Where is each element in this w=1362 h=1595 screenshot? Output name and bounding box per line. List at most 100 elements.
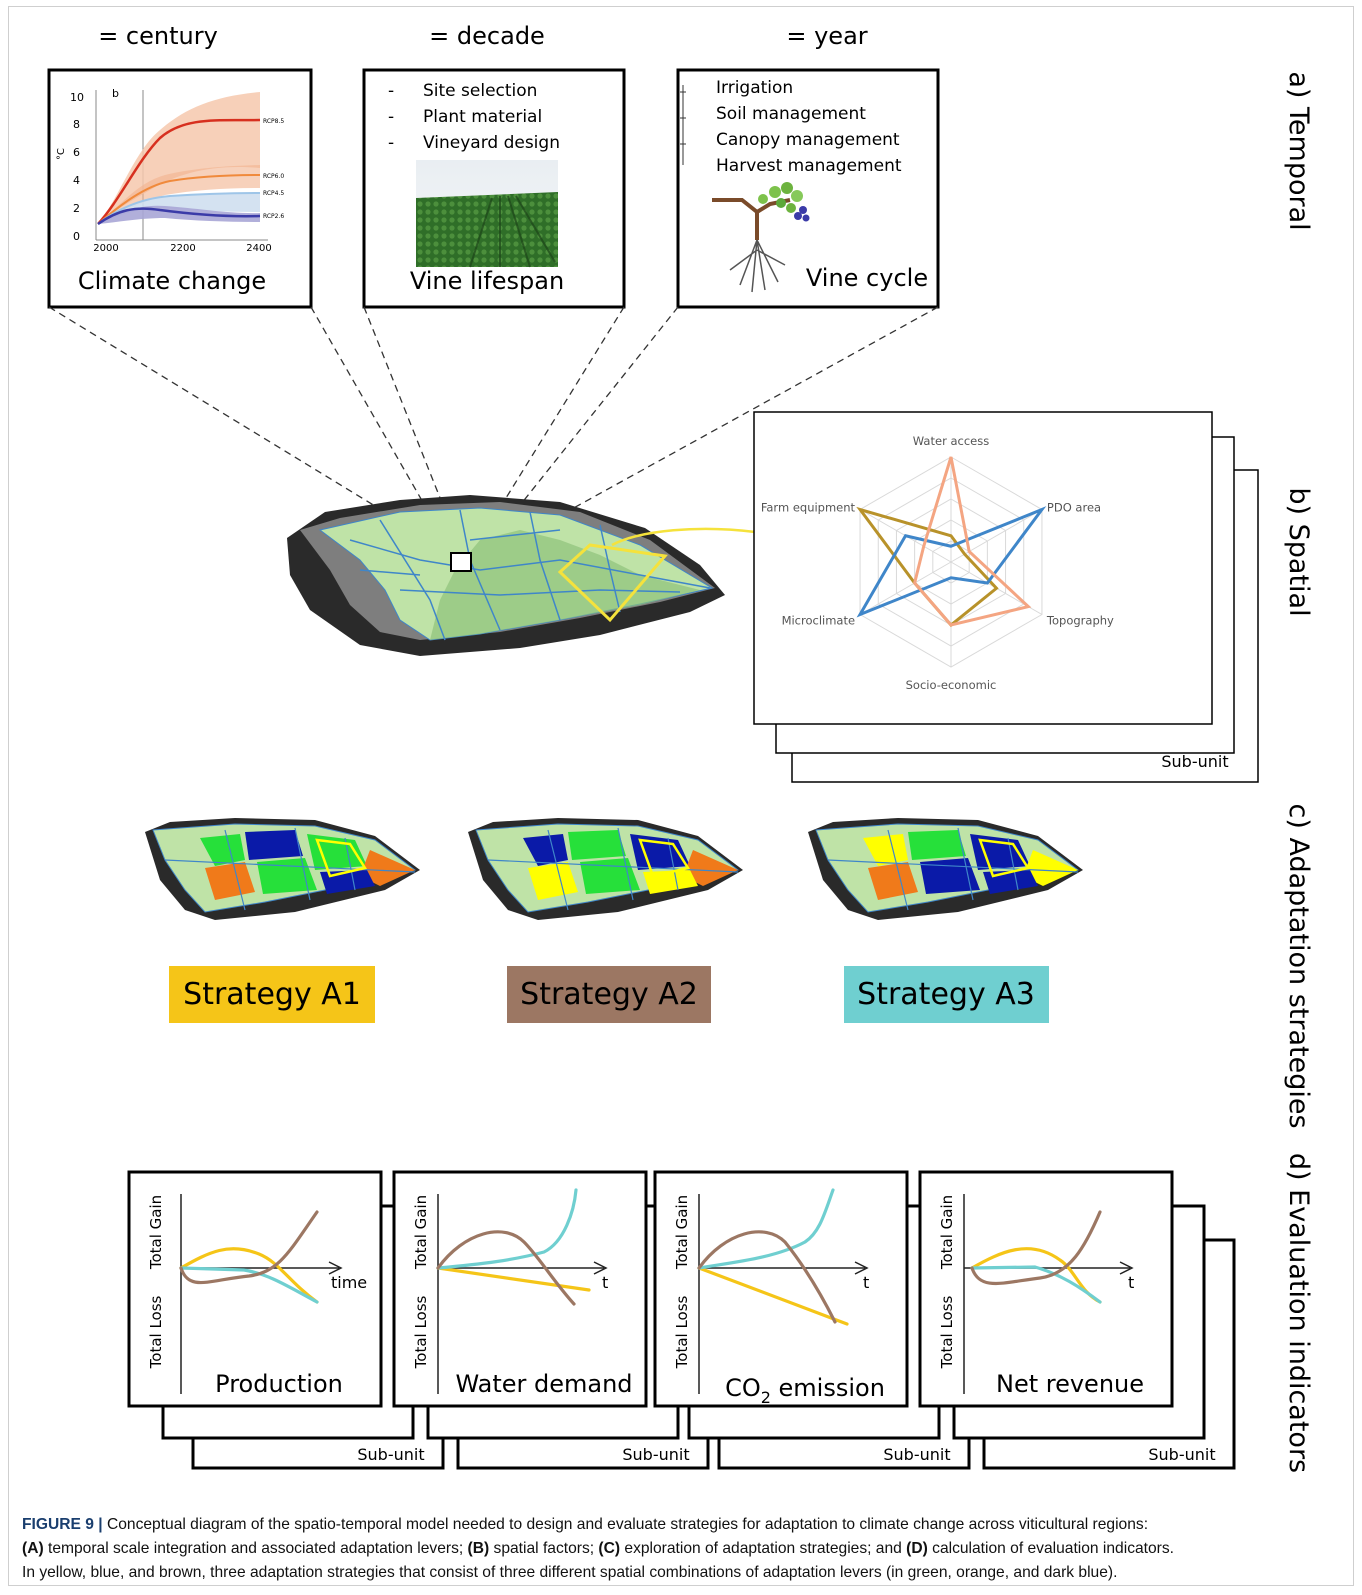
indicator-1-curve-brown — [179, 1210, 319, 1285]
vine-lifespan-title: Vine lifespan — [410, 267, 564, 295]
caption-d: (D) — [906, 1540, 928, 1557]
radar-series-3 — [912, 456, 1032, 627]
radar-axis-pdo-area: PDO area — [1047, 501, 1101, 515]
indicator-panel-2: Sub-unit t Total Gain Total Loss Water deman… — [392, 1170, 710, 1470]
x-tick-2000: 2000 — [93, 243, 118, 254]
scale-century: = century — [98, 22, 218, 50]
radar-axis-topography: Topography — [1046, 614, 1114, 628]
indicator-title-4: Net revenue — [996, 1370, 1144, 1398]
figure-frame — [8, 6, 1354, 1586]
indicator-total-loss-2: Total Loss — [412, 1295, 430, 1369]
lever-canopy-management: Canopy management — [716, 130, 900, 150]
strategy-map-3-zone — [970, 834, 1030, 870]
strategy-map-3-zone — [863, 834, 908, 866]
indicator-3-curve-yellow — [697, 1266, 849, 1326]
indicator-4-curve-yellow — [970, 1247, 1102, 1304]
indicator-sub-unit-4: Sub-unit — [1148, 1445, 1215, 1464]
indicator-panel-3: Sub-unit t Total Gain Total Loss CO2 emissio… — [653, 1170, 971, 1470]
indicator-1-curve-blue — [179, 1266, 319, 1304]
lever-harvest-management: Harvest management — [716, 156, 902, 176]
strategy-map-1-zone — [360, 850, 415, 886]
indicator-panel-4: Sub-unit t Total Gain Total Loss Net revenue — [918, 1170, 1236, 1470]
indicator-panels: Sub-unit time Total Gain Total Loss Producti… — [127, 1170, 1236, 1470]
strategy-map-2-zone — [630, 834, 690, 870]
radar-axis-water-access: Water access — [913, 434, 989, 448]
rcp45-line — [97, 192, 261, 225]
strategy-a2-label: Strategy A2 — [520, 977, 698, 1012]
y-tick-4: 4 — [73, 174, 80, 187]
vine-plant-illustration — [712, 182, 810, 293]
highlighted-subunit — [557, 543, 668, 623]
label-rcp26: RCP2.6 — [263, 213, 284, 220]
strategy-map-1-zone — [200, 834, 245, 866]
indicator-4-curve-brown — [970, 1210, 1102, 1286]
radar-axis-socio-economic: Socio-economic — [906, 678, 997, 692]
strategy-maps — [145, 818, 1083, 920]
indicator-2-curve-yellow — [436, 1266, 591, 1292]
climate-change-title: Climate change — [78, 267, 266, 295]
lever-site-selection: Site selection — [423, 81, 537, 101]
strategy-a1-label: Strategy A1 — [183, 977, 361, 1012]
indicator-sub-unit-2: Sub-unit — [622, 1445, 689, 1464]
radar-spoke — [950, 509, 1043, 563]
strategy-a3-badge: Strategy A3 — [844, 966, 1049, 1023]
indicator-4-curve-blue — [970, 1265, 1102, 1304]
strategy-a3-label: Strategy A3 — [857, 977, 1035, 1012]
strategy-map-2-zone — [683, 850, 738, 886]
indicator-1-curve-yellow — [179, 1247, 319, 1304]
radar-spoke — [859, 561, 952, 615]
lever-soil-management: Soil management — [716, 104, 866, 124]
zoom-square — [450, 552, 472, 572]
section-spatial: b) Spatial — [1283, 487, 1314, 616]
strategy-map-2-zone — [523, 834, 568, 866]
y-tick-0: 0 — [73, 230, 80, 243]
label-rcp60: RCP6.0 — [263, 173, 284, 180]
bullet-1: - — [388, 81, 394, 101]
y-tick-6: 6 — [73, 146, 80, 159]
indicator-total-loss-1: Total Loss — [147, 1295, 165, 1369]
strategy-map-1-zone — [307, 834, 367, 870]
vine-cycle-box: Irrigation Soil management Canopy manage… — [676, 68, 940, 309]
y-unit: °C — [56, 148, 67, 160]
strategy-map-1-zone — [205, 862, 255, 900]
lever-vineyard-design: Vineyard design — [423, 133, 560, 153]
scale-year: = year — [786, 22, 867, 50]
region-map-large — [287, 495, 756, 656]
strategy-a2-badge: Strategy A2 — [507, 966, 711, 1023]
caption-a: (A) — [22, 1540, 44, 1557]
climate-chart: 10 8 6 4 2 0 °C b 2000 2200 2400 RCP8.5 … — [56, 87, 284, 254]
rcp26-line — [97, 207, 261, 226]
indicator-total-loss-4: Total Loss — [938, 1295, 956, 1369]
strategy-map-2-zone — [568, 830, 626, 860]
indicator-x-label-2: t — [602, 1273, 608, 1292]
indicator-title-1: Production — [215, 1370, 343, 1398]
caption-line3: In yellow, blue, and brown, three adapta… — [22, 1564, 1118, 1581]
radar-axis-microclimate: Microclimate — [782, 614, 856, 628]
scale-decade: = decade — [429, 22, 545, 50]
indicator-total-gain-2: Total Gain — [412, 1195, 430, 1270]
panel-letter: b — [112, 87, 119, 100]
strategy-map-1-zone — [245, 830, 303, 860]
vine-cycle-title: Vine cycle — [806, 264, 928, 292]
caption-line1: Conceptual diagram of the spatio-tempora… — [102, 1516, 1149, 1533]
strategy-map-3-zone — [908, 830, 966, 860]
spatial-radar-stack: Sub-unit Water access PDO area Topography S… — [753, 411, 1259, 783]
y-tick-8: 8 — [73, 118, 80, 131]
caption-a-text: temporal scale integration and associate… — [43, 1540, 468, 1557]
indicator-total-gain-4: Total Gain — [938, 1195, 956, 1270]
y-tick-10: 10 — [70, 91, 84, 104]
indicator-sub-unit-3: Sub-unit — [883, 1445, 950, 1464]
indicator-title-3: CO2 emission — [725, 1374, 885, 1407]
section-adaptation-strategies: c) Adaptation strategies — [1283, 803, 1314, 1128]
strategy-map-2 — [468, 818, 743, 920]
rcp60-line — [97, 174, 261, 225]
diagram-svg: = century = decade = year 10 8 6 4 — [47, 22, 1314, 1473]
indicator-total-gain-1: Total Gain — [147, 1195, 165, 1270]
section-evaluation-indicators: d) Evaluation indicators — [1283, 1153, 1314, 1473]
lever-plant-material: Plant material — [423, 107, 542, 127]
caption-b: (B) — [467, 1540, 490, 1557]
caption-c-text: exploration of adaptation strategies; an… — [620, 1540, 907, 1557]
label-rcp85: RCP8.5 — [263, 118, 284, 125]
lever-irrigation: Irrigation — [716, 78, 793, 98]
